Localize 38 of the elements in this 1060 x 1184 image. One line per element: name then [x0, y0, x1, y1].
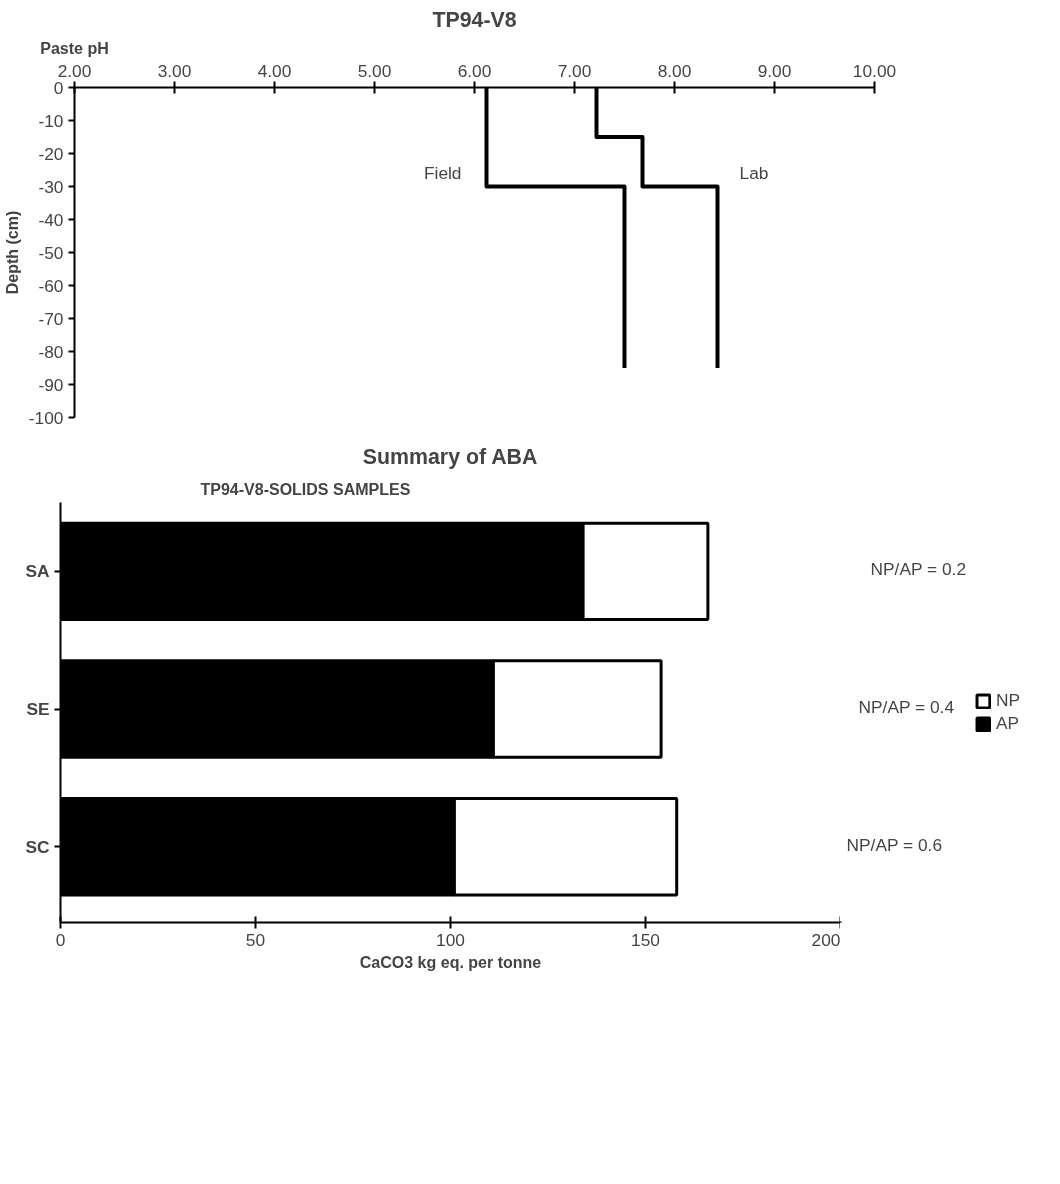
- y-tick-label: -90: [38, 374, 64, 395]
- y-tick-label: SE: [26, 699, 50, 720]
- y-tick-label: -20: [38, 143, 64, 164]
- legend-label: AP: [995, 713, 1020, 734]
- text: NP/AP = 0.2: [870, 559, 967, 580]
- chart-title: TP94-V8: [432, 7, 517, 32]
- x-tick-label: 4.00: [257, 60, 292, 81]
- x-tick-label: 3.00: [157, 60, 192, 81]
- x-tick-label: 50: [245, 929, 266, 950]
- y-tick-label: -100: [28, 407, 64, 428]
- x-tick-label: 100: [436, 929, 465, 950]
- y-tick-label: -30: [38, 176, 64, 197]
- x-tick-label: 9.00: [757, 60, 792, 81]
- chart-title: Summary of ABA: [362, 444, 538, 469]
- series-label: Lab: [739, 162, 769, 183]
- y-tick-label: -10: [38, 110, 64, 131]
- x-tick-label: 5.00: [357, 60, 392, 81]
- chart-subtitle: TP94-V8-SOLIDS SAMPLES: [200, 480, 411, 498]
- y-tick-label: -80: [38, 341, 64, 362]
- x-axis-title: Paste pH: [40, 39, 109, 57]
- x-tick-label: 6.00: [457, 60, 492, 81]
- x-tick-label: 150: [631, 929, 660, 950]
- x-tick-label: 8.00: [657, 60, 692, 81]
- series-label: Field: [423, 162, 462, 183]
- text: NP/AP = 0.4: [858, 697, 955, 718]
- text: NP/AP = 0.6: [846, 834, 943, 855]
- y-tick-label: -70: [38, 308, 64, 329]
- x-tick-label: 10.00: [852, 60, 897, 81]
- x-axis-title: CaCO3 kg eq. per tonne: [359, 953, 542, 971]
- x-tick-label: 200: [811, 929, 841, 950]
- y-tick-label: SA: [25, 561, 50, 582]
- y-tick-label: -40: [38, 209, 64, 230]
- legend-label: NP: [995, 690, 1020, 711]
- y-tick-label: -50: [38, 242, 64, 263]
- y-tick-label: SC: [25, 836, 50, 857]
- x-tick-label: 7.00: [557, 60, 592, 81]
- y-tick-label: -60: [38, 275, 64, 296]
- y-axis-title: Depth (cm): [3, 210, 21, 295]
